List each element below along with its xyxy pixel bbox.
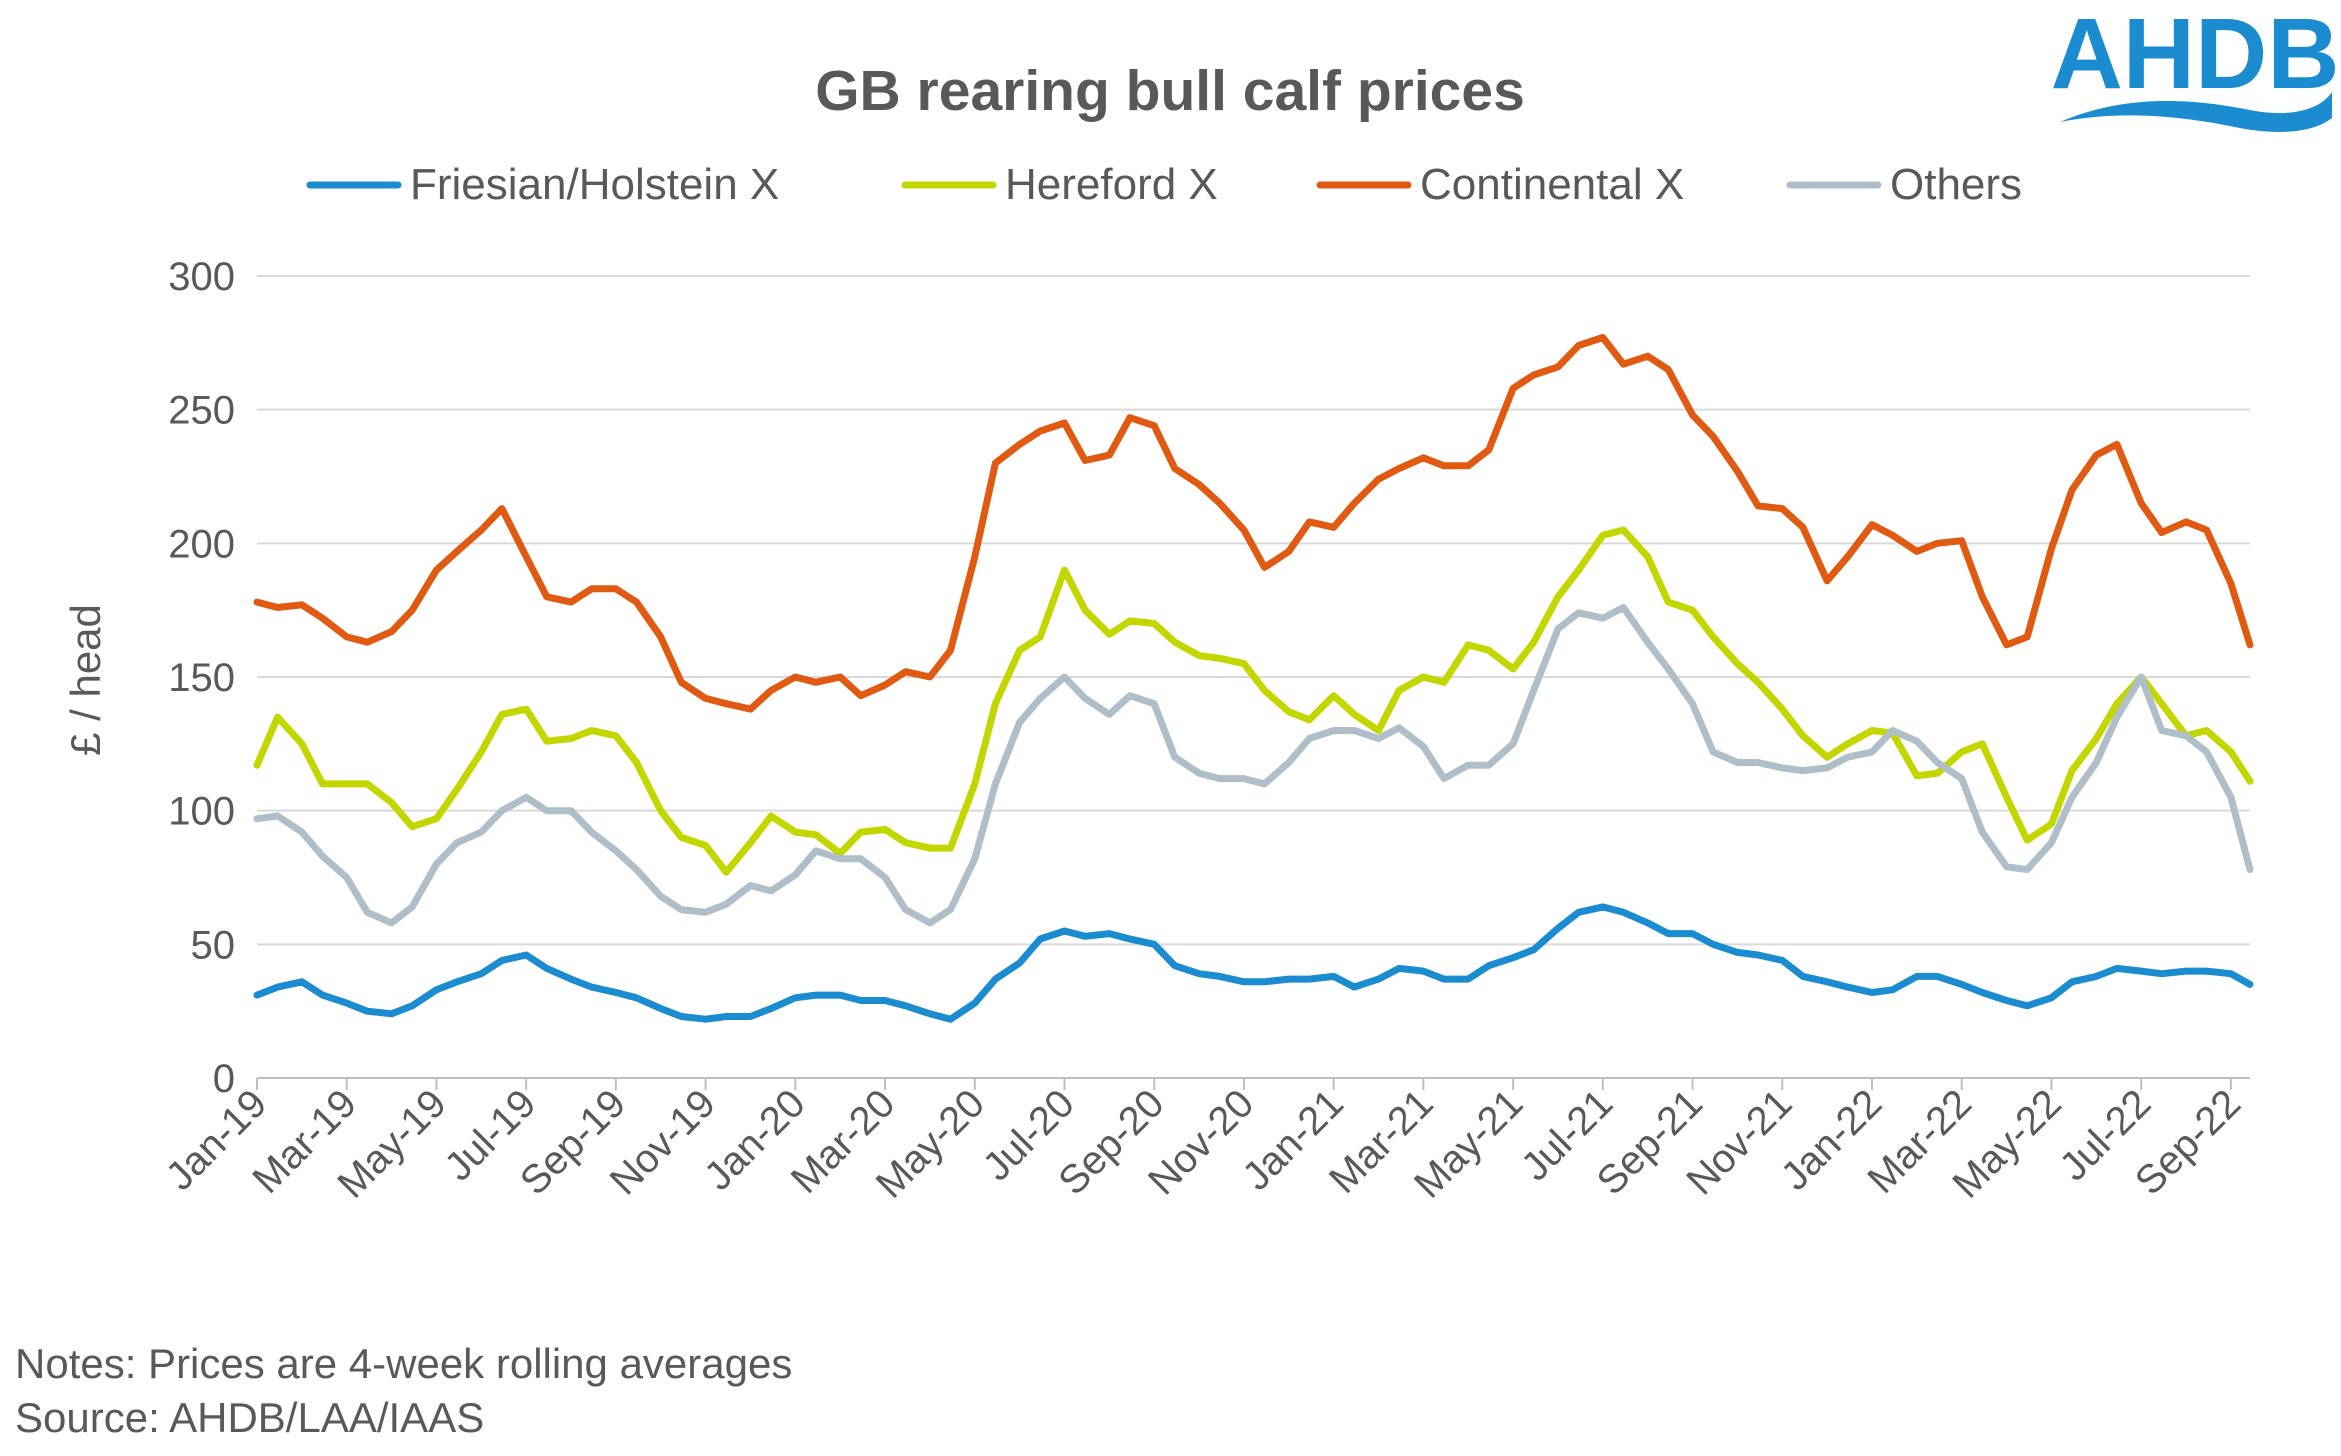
legend-label: Continental X: [1420, 160, 1684, 209]
legend: Friesian/Holstein X Hereford X Continental…: [306, 160, 2022, 209]
legend-label: Friesian/Holstein X: [410, 160, 779, 209]
y-tick-label: 150: [168, 656, 235, 700]
legend-label: Others: [1890, 160, 2022, 209]
series-line-friesian-holstein-x: [253, 903, 2254, 1023]
series-line-continental-x: [253, 334, 2254, 713]
y-tick-label: 250: [168, 389, 235, 433]
legend-item: Continental X: [1316, 160, 1684, 209]
legend-item: Friesian/Holstein X: [306, 160, 779, 209]
legend-item: Others: [1786, 160, 2022, 209]
legend-label: Hereford X: [1005, 160, 1218, 209]
legend-item: Hereford X: [901, 160, 1218, 209]
svg-text:AHDB: AHDB: [2051, 0, 2340, 110]
series-lines: [253, 334, 2254, 1023]
ahdb-logo: AHDB: [2051, 0, 2340, 132]
y-tick-label: 0: [213, 1057, 235, 1101]
notes-text: Notes: Prices are 4-week rolling average…: [15, 1340, 792, 1387]
y-axis: 0 50 100 150 200 250 300: [168, 255, 235, 1101]
source-text: Source: AHDB/LAA/IAAS: [15, 1394, 484, 1441]
y-tick-label: 300: [168, 255, 235, 299]
y-tick-label: 50: [191, 923, 236, 967]
series-line-others: [253, 604, 2254, 927]
x-axis: Jan-19Mar-19May-19Jul-19Sep-19Nov-19Jan-…: [158, 1077, 2250, 1207]
series-line-hereford-x: [253, 526, 2254, 876]
chart-title: GB rearing bull calf prices: [815, 59, 1525, 123]
y-axis-label: £ / head: [62, 604, 109, 756]
y-tick-label: 200: [168, 522, 235, 566]
y-tick-label: 100: [168, 790, 235, 834]
gridlines: [257, 275, 2250, 946]
